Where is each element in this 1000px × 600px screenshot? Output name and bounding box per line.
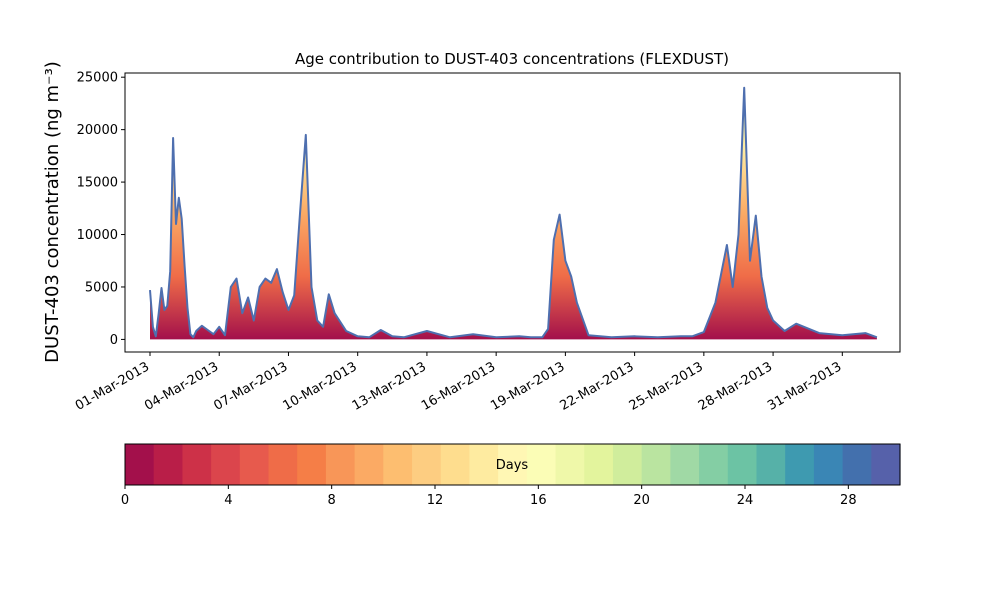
colorbar-cell xyxy=(325,444,356,485)
colorbar-cell xyxy=(354,444,384,485)
colorbar-label: Days xyxy=(496,458,529,473)
y-tick-label: 25000 xyxy=(77,71,118,86)
x-tick-label: 04-Mar-2013 xyxy=(142,359,221,413)
x-tick-label: 19-Mar-2013 xyxy=(488,359,567,413)
colorbar-tick-label: 20 xyxy=(633,493,650,508)
colorbar-cell xyxy=(699,444,729,485)
y-tick-label: 20000 xyxy=(77,123,118,138)
plot-area xyxy=(149,86,878,340)
x-tick-label: 01-Mar-2013 xyxy=(73,359,152,413)
x-tick-label: 16-Mar-2013 xyxy=(419,359,498,413)
x-tick-label: 22-Mar-2013 xyxy=(557,359,636,413)
colorbar-tick-label: 16 xyxy=(530,493,547,508)
colorbar: Days 0 4 8 12 16 20 24 28 xyxy=(121,443,901,508)
colorbar-tick-label: 0 xyxy=(121,493,129,508)
colorbar-cell xyxy=(297,444,327,485)
colorbar-cell xyxy=(584,444,614,485)
colorbar-cell xyxy=(153,444,183,485)
x-tick-label: 25-Mar-2013 xyxy=(627,359,706,413)
y-axis-label: DUST-403 concentration (ng m⁻³) xyxy=(42,61,63,363)
colorbar-cell xyxy=(469,444,499,485)
colorbar-cell xyxy=(211,444,241,485)
colorbar-cell xyxy=(842,444,872,485)
colorbar-frame xyxy=(124,443,901,486)
age-contribution-area xyxy=(150,87,877,340)
colorbar-cells xyxy=(125,444,901,485)
y-tick-label: 10000 xyxy=(77,228,118,243)
colorbar-cell xyxy=(555,444,585,485)
colorbar-cell xyxy=(871,444,901,485)
colorbar-tick-label: 12 xyxy=(427,493,444,508)
colorbar-tick-label: 28 xyxy=(840,493,857,508)
x-tick-label: 13-Mar-2013 xyxy=(350,359,429,413)
total-concentration-line xyxy=(149,86,878,339)
colorbar-tick-label: 24 xyxy=(737,493,754,508)
chart-title: Age contribution to DUST-403 concentrati… xyxy=(295,50,729,68)
colorbar-tick-label: 8 xyxy=(328,493,336,508)
colorbar-cell xyxy=(641,444,671,485)
colorbar-cell xyxy=(268,444,298,485)
colorbar-cell xyxy=(440,444,471,485)
colorbar-ticks: 0 4 8 12 16 20 24 28 xyxy=(121,485,857,508)
x-axis: 01-Mar-201304-Mar-201307-Mar-201310-Mar-… xyxy=(73,352,844,414)
colorbar-cell xyxy=(785,444,815,485)
y-tick-label: 5000 xyxy=(85,280,118,295)
colorbar-cell xyxy=(756,444,786,485)
x-tick-label: 31-Mar-2013 xyxy=(765,359,844,413)
colorbar-cell xyxy=(670,444,700,485)
y-axis: 0 5000 10000 15000 20000 25000 xyxy=(77,71,125,348)
colorbar-tick-label: 4 xyxy=(224,493,232,508)
colorbar-cell xyxy=(125,444,155,485)
y-tick-label: 0 xyxy=(110,333,118,348)
x-tick-label: 07-Mar-2013 xyxy=(211,359,290,413)
x-tick-label: 28-Mar-2013 xyxy=(696,359,775,413)
colorbar-cell xyxy=(383,444,413,485)
colorbar-cell xyxy=(498,444,528,485)
colorbar-cell xyxy=(182,444,212,485)
y-tick-label: 15000 xyxy=(77,176,118,191)
colorbar-cell xyxy=(727,444,758,485)
x-tick-label: 10-Mar-2013 xyxy=(281,359,360,413)
colorbar-cell xyxy=(813,444,844,485)
colorbar-cell xyxy=(412,444,442,485)
plot-frame xyxy=(124,72,901,353)
colorbar-cell xyxy=(612,444,643,485)
colorbar-cell xyxy=(526,444,557,485)
colorbar-cell xyxy=(239,444,270,485)
